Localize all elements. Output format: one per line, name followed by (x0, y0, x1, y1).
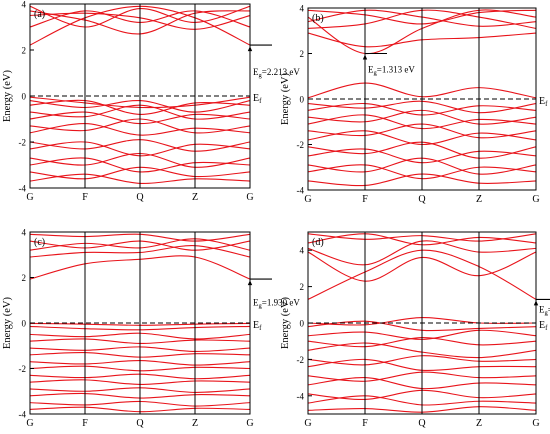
k-point-label: G (26, 192, 33, 203)
y-tick-label: 4 (300, 246, 305, 256)
y-tick-label: -2 (297, 355, 305, 365)
fermi-level-label: Ef (539, 320, 548, 332)
fermi-label-main: E (253, 93, 259, 104)
y-tick-label: 0 (300, 95, 305, 105)
k-point-label: Z (192, 192, 198, 203)
k-point-label: F (82, 418, 88, 429)
fermi-level-label: Ef (253, 320, 262, 332)
y-tick-label: 0 (22, 92, 27, 102)
y-axis-label: Energy (eV) (2, 297, 13, 349)
gap-label-sub: g (545, 309, 549, 316)
y-tick-label: -4 (297, 186, 305, 196)
k-point-label: F (362, 418, 368, 429)
gap-label-sub: g (259, 72, 263, 79)
panel-label: (c) (34, 237, 45, 248)
y-tick-label: -4 (19, 410, 27, 420)
y-tick-label: 2 (22, 273, 27, 283)
y-tick-label: 0 (300, 319, 305, 329)
y-tick-label: 2 (300, 49, 305, 59)
gap-arrow-head (247, 280, 253, 286)
gap-label-value: =1.296 eV (548, 304, 550, 314)
k-point-label: Q (136, 418, 144, 429)
k-point-label: G (532, 418, 539, 429)
panel-label: (d) (312, 237, 324, 248)
gap-label-sub: g (374, 69, 378, 76)
k-point-label: Z (476, 418, 482, 429)
fermi-label-main: E (253, 320, 259, 331)
k-point-label: G (246, 418, 253, 429)
band-gap-label: Eg=1.930 eV (253, 297, 300, 309)
fermi-label-sub: f (259, 324, 262, 332)
fermi-label-sub: f (259, 97, 262, 105)
fermi-label-main: E (539, 320, 545, 331)
gap-label-e: E (253, 297, 259, 307)
gap-arrow-head (247, 46, 253, 52)
y-tick-label: 4 (300, 4, 305, 14)
panel-label: (b) (312, 13, 324, 24)
k-point-label: G (304, 194, 311, 205)
y-tick-label: -4 (19, 184, 27, 194)
gap-arrow-head (362, 54, 368, 60)
k-point-label: F (362, 194, 368, 205)
y-tick-label: 2 (300, 282, 305, 292)
gap-arrow-head (533, 300, 539, 306)
k-point-label: G (246, 192, 253, 203)
y-axis-label: Energy (eV) (280, 297, 291, 349)
fermi-level-label: Ef (253, 93, 262, 105)
y-axis-label: Energy (eV) (2, 70, 13, 122)
gap-label-sub: g (259, 302, 263, 309)
fermi-level-label: Ef (539, 96, 548, 108)
y-tick-label: 4 (22, 0, 27, 10)
k-point-label: Z (476, 194, 482, 205)
gap-label-value: =1.313 eV (377, 64, 416, 74)
fermi-label-main: E (539, 96, 545, 107)
y-tick-label: -4 (297, 391, 305, 401)
k-point-label: Q (418, 418, 426, 429)
k-point-label: G (532, 194, 539, 205)
gap-label-e: E (368, 64, 374, 74)
k-point-label: G (26, 418, 33, 429)
y-axis-label: Energy (eV) (280, 73, 291, 125)
k-point-label: Q (136, 192, 144, 203)
gap-label-e: E (539, 304, 545, 314)
band-gap-label: Eg=1.313 eV (368, 64, 415, 76)
k-point-label: F (82, 192, 88, 203)
y-tick-label: -2 (19, 364, 27, 374)
y-tick-label: 0 (22, 319, 27, 329)
panel-label: (a) (34, 9, 45, 20)
gap-label-e: E (253, 67, 259, 77)
y-tick-label: -2 (297, 140, 305, 150)
band-gap-label: Eg=2.213 eV (253, 67, 300, 79)
fermi-label-sub: f (545, 100, 548, 108)
y-tick-label: -2 (19, 138, 27, 148)
k-point-label: Z (192, 418, 198, 429)
k-point-label: Q (418, 194, 426, 205)
gap-label-value: =1.930 eV (262, 297, 301, 307)
band-gap-label: Eg=1.296 eV (539, 304, 550, 316)
fermi-label-sub: f (545, 324, 548, 332)
k-point-label: G (304, 418, 311, 429)
y-tick-label: 4 (22, 228, 27, 238)
y-tick-label: 2 (22, 46, 27, 56)
gap-label-value: =2.213 eV (262, 67, 301, 77)
